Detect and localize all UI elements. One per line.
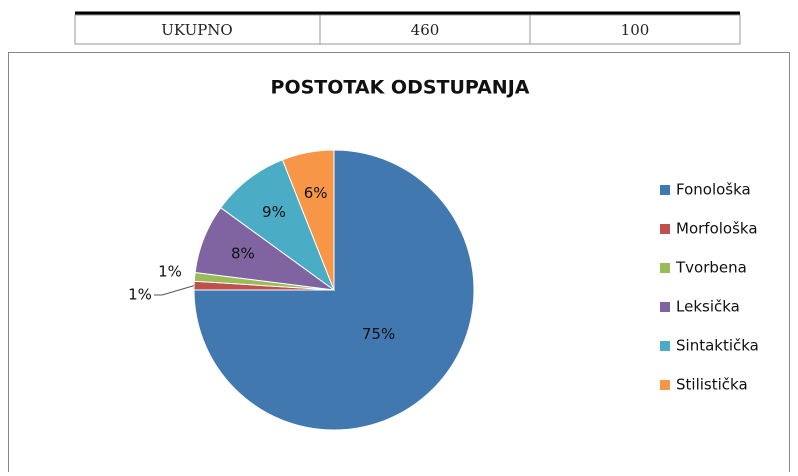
pie-slice xyxy=(220,159,336,292)
legend-swatch xyxy=(660,380,670,390)
legend-label: Fonološka xyxy=(676,181,751,199)
data-label: 75% xyxy=(362,325,395,343)
legend-label: Leksička xyxy=(676,298,740,316)
data-label: 1% xyxy=(158,263,182,281)
table-cell: 100 xyxy=(621,21,650,39)
data-label: 6% xyxy=(304,184,328,202)
legend-label: Sintaktička xyxy=(676,337,759,355)
data-label: 8% xyxy=(231,244,255,262)
legend-label: Morfološka xyxy=(676,220,758,238)
legend-swatch xyxy=(660,185,670,195)
chart-title: POSTOTAK ODSTUPANJA xyxy=(271,77,530,99)
legend-label: Tvorbena xyxy=(675,259,747,277)
legend-swatch xyxy=(660,224,670,234)
pie-slice xyxy=(193,149,475,431)
pie-slice xyxy=(281,149,335,291)
table-cell: UKUPNO xyxy=(161,21,232,39)
table-cell: 460 xyxy=(411,21,440,39)
legend-swatch xyxy=(660,263,670,273)
legend-label: Stilistička xyxy=(676,376,748,394)
table-row xyxy=(74,14,741,45)
data-label: 9% xyxy=(262,203,286,221)
legend-swatch xyxy=(660,341,670,351)
leader-line xyxy=(154,285,195,296)
data-label: 1% xyxy=(128,286,152,304)
legend-swatch xyxy=(660,302,670,312)
